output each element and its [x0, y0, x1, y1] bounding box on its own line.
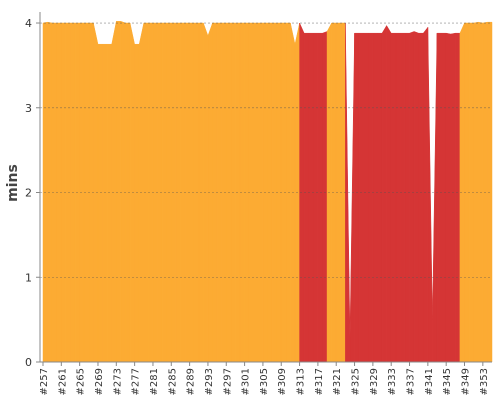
area-segment: [42, 21, 48, 363]
x-tick-label: #277: [131, 368, 142, 395]
area-segment: [381, 24, 387, 363]
x-tick-label: #265: [76, 368, 87, 395]
area-segment: [358, 32, 364, 363]
area-segment: [372, 32, 378, 363]
x-tick-label: #337: [406, 368, 417, 395]
area-segment: [134, 43, 140, 363]
y-tick-label: 2: [25, 187, 32, 200]
area-segment: [482, 21, 488, 363]
area-segment: [97, 43, 103, 363]
area-segment: [363, 32, 369, 363]
x-tick-label: #329: [369, 368, 380, 395]
area-segment: [441, 32, 447, 363]
area-segment: [473, 21, 479, 363]
x-tick-label: #281: [149, 368, 160, 395]
area-segment: [102, 43, 108, 363]
x-tick-label: #301: [241, 368, 252, 395]
area-segment: [445, 32, 452, 363]
x-tick-label: #297: [222, 368, 233, 395]
y-tick-label: 1: [25, 271, 32, 284]
area-segment: [404, 32, 410, 363]
area-segment: [322, 31, 328, 363]
x-tick-label: #313: [296, 368, 307, 395]
area-segment: [368, 32, 374, 363]
x-tick-label: #333: [387, 368, 398, 395]
x-tick-label: #325: [351, 368, 362, 395]
x-tick-label: #353: [479, 368, 490, 395]
x-tick-label: #261: [57, 368, 68, 395]
area-segment: [423, 26, 429, 363]
y-tick-label: 0: [25, 356, 32, 369]
area-segment: [386, 24, 392, 363]
area-segment: [120, 20, 126, 363]
y-tick-label: 3: [25, 102, 32, 115]
x-tick-label: #341: [424, 368, 435, 395]
x-tick-label: #309: [277, 368, 288, 395]
area-segment: [413, 31, 419, 363]
area-segment: [116, 21, 122, 363]
area-segment: [308, 32, 314, 363]
area-segment: [377, 32, 383, 363]
x-tick-label: #269: [94, 368, 105, 395]
area-segment: [390, 32, 397, 363]
x-tick-label: #273: [112, 368, 123, 395]
x-tick-label: #321: [332, 368, 343, 395]
area-segment: [303, 32, 309, 363]
area-segment: [317, 32, 323, 363]
x-tick-label: #285: [167, 368, 178, 395]
area-segment: [409, 31, 415, 363]
area-segment: [395, 32, 401, 363]
area-segment: [450, 32, 456, 363]
area-segment: [455, 32, 461, 363]
area-segment: [478, 21, 484, 363]
x-tick-label: #305: [259, 368, 270, 395]
y-tick-label: 4: [25, 17, 32, 30]
x-tick-label: #345: [442, 368, 453, 395]
area-segment: [313, 32, 319, 363]
area-segment: [111, 21, 117, 363]
area-segment: [418, 32, 424, 363]
area-segment: [106, 43, 112, 363]
x-tick-label: #349: [461, 368, 472, 395]
area-segment: [436, 32, 442, 363]
x-tick-label: #317: [314, 368, 325, 395]
x-tick-label: #289: [186, 368, 197, 395]
area-segment: [487, 21, 493, 363]
area-segment: [47, 21, 53, 363]
x-tick-label: #257: [39, 368, 50, 395]
y-axis-label: mins: [5, 164, 21, 202]
area-segment: [400, 32, 406, 363]
x-tick-label: #293: [204, 368, 215, 395]
area-segment: [354, 32, 360, 363]
